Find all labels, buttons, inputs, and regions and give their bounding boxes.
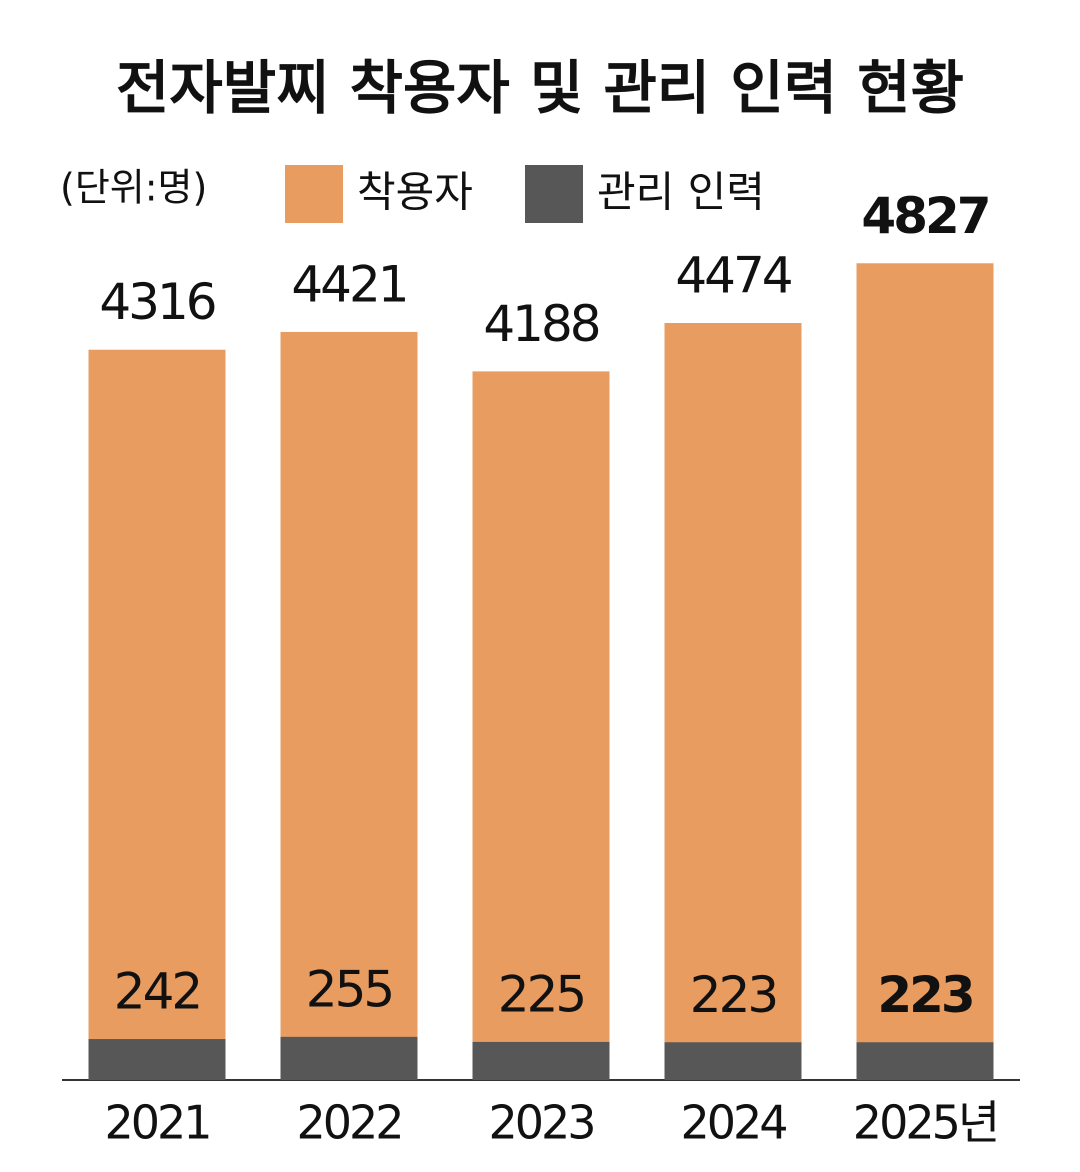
value-label: 242 xyxy=(114,963,200,1021)
bar xyxy=(88,349,226,1080)
bar xyxy=(856,263,994,1080)
value-label: 223 xyxy=(877,966,972,1024)
bar xyxy=(856,1042,994,1080)
chart-title: 전자발찌 착용자 및 관리 인력 현황 xyxy=(116,54,964,122)
x-tick-label: 2022 xyxy=(296,1096,401,1150)
legend-swatch xyxy=(285,165,343,223)
value-label: 255 xyxy=(306,960,392,1018)
unit-label: (단위:명) xyxy=(60,166,207,210)
bar xyxy=(664,322,802,1080)
value-label: 4827 xyxy=(861,187,988,245)
legend-label: 관리 인력 xyxy=(597,168,765,217)
bar xyxy=(280,331,418,1080)
legend-swatch xyxy=(525,165,583,223)
bar xyxy=(664,1042,802,1080)
value-label: 223 xyxy=(690,966,776,1024)
bar xyxy=(472,1041,610,1080)
legend-label: 착용자 xyxy=(357,168,473,217)
bar xyxy=(280,1036,418,1080)
value-label: 4188 xyxy=(483,295,598,353)
value-label: 4474 xyxy=(675,246,790,304)
x-tick-label: 2024 xyxy=(680,1096,786,1150)
value-label: 225 xyxy=(498,965,584,1023)
x-tick-label: 2023 xyxy=(488,1096,593,1150)
value-label: 4316 xyxy=(99,273,214,331)
value-label: 4421 xyxy=(291,255,406,313)
bar xyxy=(88,1039,226,1080)
x-tick-label: 2025년 xyxy=(853,1096,997,1150)
x-tick-label: 2021 xyxy=(104,1096,209,1150)
bar xyxy=(472,371,610,1081)
